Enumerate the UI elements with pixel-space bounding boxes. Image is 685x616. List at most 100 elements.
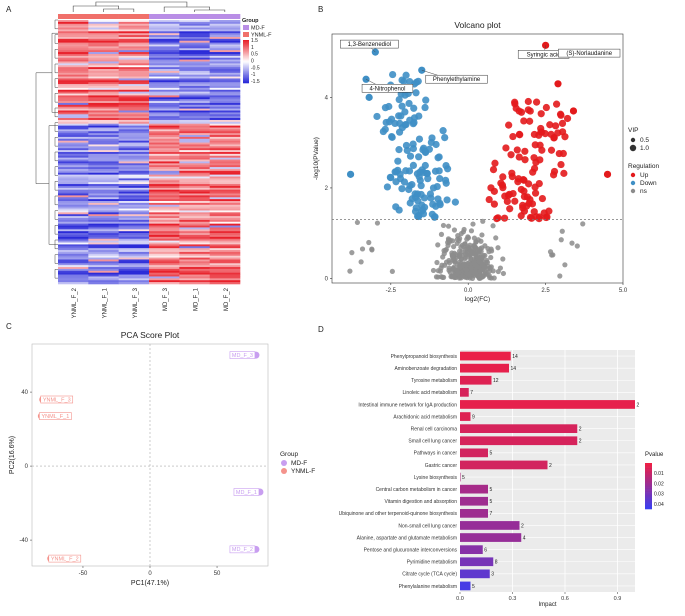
heatmap-cell <box>58 61 89 64</box>
heatmap-cell <box>209 180 241 183</box>
heatmap-cell <box>149 161 180 164</box>
ns-point <box>490 223 496 229</box>
heatmap-cell <box>149 157 180 160</box>
up-point <box>520 117 528 125</box>
bar <box>460 412 471 421</box>
heatmap-cell <box>179 152 210 155</box>
heatmap-cell <box>149 133 180 136</box>
heatmap-cell <box>118 218 150 221</box>
heatmap-cell <box>209 133 241 136</box>
ns-point <box>580 221 586 227</box>
pvalue-scale-segment <box>645 495 652 498</box>
heatmap-cell <box>58 261 89 264</box>
heatmap-cell <box>149 23 180 26</box>
heatmap-cell <box>209 238 241 241</box>
heatmap-cell <box>209 240 241 243</box>
heatmap-cell <box>209 206 241 209</box>
category-label: Alanine, aspartate and glutamate metabol… <box>357 535 457 541</box>
heatmap-cell <box>209 146 241 149</box>
heatmap-cell <box>209 78 241 81</box>
heatmap-cell <box>179 150 210 153</box>
heatmap-cell <box>209 182 241 185</box>
bar-count-label: 2 <box>549 463 552 469</box>
heatmap-cell <box>149 212 180 215</box>
heatmap-cell <box>58 84 89 87</box>
heatmap-cell <box>179 208 210 211</box>
heatmap-cell <box>118 55 150 59</box>
heatmap-cell <box>179 91 210 94</box>
ns-point <box>480 218 486 224</box>
down-point <box>421 161 429 170</box>
color-scale-segment <box>243 74 249 76</box>
heatmap-cell <box>209 153 241 157</box>
group-annotation-cell <box>88 14 119 19</box>
heatmap-cell <box>88 176 119 179</box>
category-label: Linoleic acid metabolism <box>403 390 457 396</box>
heatmap-cell <box>209 202 241 206</box>
heatmap-cell <box>58 229 89 232</box>
down-point <box>443 196 451 204</box>
heatmap-cell <box>209 274 241 277</box>
ns-point <box>550 252 556 258</box>
ns-point <box>454 267 460 273</box>
annotation-label: 4-Nitrophenol <box>369 86 405 92</box>
heatmap-cell <box>58 176 89 179</box>
heatmap-cell <box>179 114 210 117</box>
heatmap-cell <box>58 208 89 211</box>
ns-point <box>445 236 452 242</box>
heatmap-cell <box>58 152 89 155</box>
group-annotation-cell <box>118 14 150 19</box>
up-point <box>538 194 547 203</box>
heatmap-cell <box>88 212 119 215</box>
pvalue-scale-segment <box>645 476 652 479</box>
down-point <box>381 104 390 112</box>
heatmap-cell <box>179 159 210 162</box>
up-point <box>523 193 531 201</box>
down-point <box>432 140 440 149</box>
heatmap-cell <box>209 119 241 123</box>
dendrogram-branch <box>54 181 58 191</box>
heatmap-cell <box>179 236 210 240</box>
heatmap-cell <box>209 242 241 245</box>
category-label: Citrate cycle (TCA cycle) <box>402 572 457 578</box>
heatmap-cell <box>88 116 119 119</box>
heatmap-cell <box>209 138 241 141</box>
heatmap-cell <box>179 165 210 168</box>
heatmap-cell <box>58 101 89 104</box>
up-point <box>541 130 549 138</box>
heatmap-cell <box>58 31 89 34</box>
heatmap-cell <box>58 159 89 162</box>
plot-background <box>460 350 635 592</box>
down-point <box>415 135 424 143</box>
heatmap-cell <box>88 282 119 285</box>
heatmap-cell <box>149 46 180 49</box>
pvalue-scale-segment <box>645 505 652 508</box>
heatmap-cell <box>118 238 150 241</box>
heatmap-cell <box>179 161 210 164</box>
dendrogram-branch <box>54 19 58 30</box>
dendrogram-branch <box>54 151 58 162</box>
down-point <box>432 202 440 210</box>
group-legend-label: MD-F <box>251 26 265 32</box>
dendrogram-branch <box>54 49 58 59</box>
heatmap-cell <box>88 121 119 125</box>
heatmap-cell <box>149 197 180 200</box>
plot-frame <box>331 33 624 284</box>
heatmap-cell <box>179 87 210 91</box>
heatmap-cell <box>58 223 89 226</box>
heatmap-cell <box>149 231 180 234</box>
heatmap-cell <box>209 123 241 126</box>
regulation-legend-title: Regulation <box>628 163 659 170</box>
heatmap-cell <box>88 210 119 213</box>
heatmap-cell <box>58 206 89 209</box>
up-point <box>532 213 541 221</box>
heatmap-cell <box>209 140 241 143</box>
heatmap-cell <box>118 276 150 279</box>
heatmap-cell <box>88 225 119 228</box>
heatmap-cell <box>149 282 180 285</box>
heatmap-cell <box>118 274 150 277</box>
heatmap-cell <box>58 255 89 258</box>
heatmap-cell <box>88 229 119 232</box>
heatmap-cell <box>179 76 210 79</box>
pvalue-scale-segment <box>645 479 652 482</box>
